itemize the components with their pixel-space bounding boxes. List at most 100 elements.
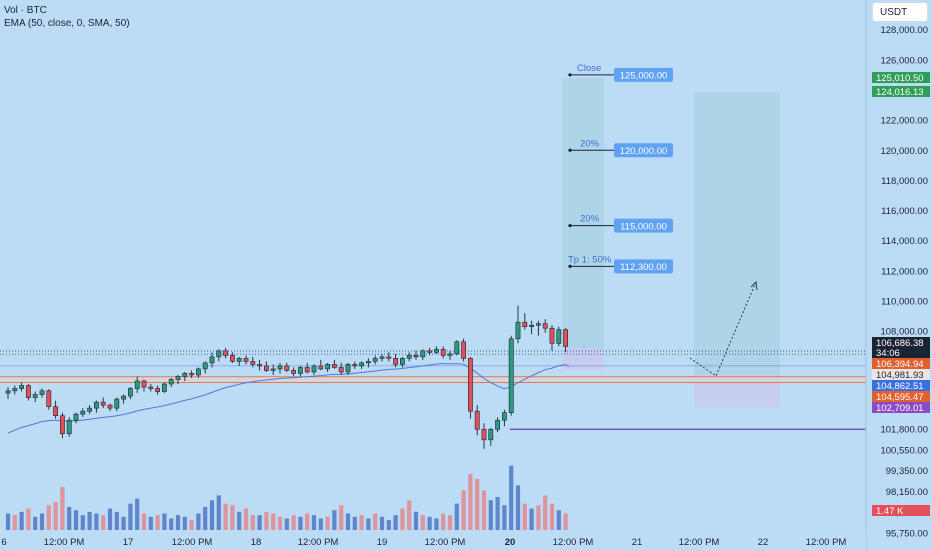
volume-bar [366,518,371,530]
currency-button[interactable]: USDT [873,3,927,21]
y-tick-label: 112,000.00 [881,266,928,277]
stop-zone-left [562,348,604,370]
volume-layer [5,465,568,530]
axis-price-label-text: 106,686.38 [876,338,924,349]
volume-bar [413,511,419,530]
axis-price-label-text: 102,709.01 [876,403,924,414]
target-0: 125,000.00 Close [568,63,673,82]
candle-body [257,364,262,367]
volume-indicator-label[interactable]: Vol · BTC [4,5,47,16]
volume-bar [33,516,38,530]
axis-price-label-bg [872,391,930,402]
y-tick-label: 120,000.00 [880,146,928,157]
x-tick-label: 12:00 PM [44,537,85,548]
volume-bar [332,510,337,530]
axis-price-label-bg [872,358,930,369]
volume-bar [216,495,221,530]
volume-bar [475,478,480,530]
candle-body [495,419,500,430]
axis-price-label-bg [872,380,930,391]
candle-body [461,341,466,359]
volume-bar [26,508,31,530]
candle-body [243,358,249,362]
volume-bar [271,513,276,530]
candle-body [467,358,473,412]
axis-price-label: 104,595.47 [872,391,930,403]
volume-bar [298,516,303,530]
axis-price-label-text: 1.47 K [876,506,904,517]
candle-body [32,394,38,398]
ema-line [7,362,569,434]
target-3: 112,300.00 Tp 1: 50% [568,254,673,274]
candle-body [216,350,222,358]
volume-bar [264,511,269,530]
y-tick-label: 108,000.00 [880,327,928,338]
x-tick-label: 12:00 PM [172,537,213,548]
candle-body [148,386,154,389]
candle-body [501,412,507,421]
y-tick-label: 114,000.00 [881,236,928,247]
projection-arrowhead [750,280,758,291]
candle-body [39,390,45,395]
x-tick-label: 12:00 PM [425,537,466,548]
candle-body [522,321,528,328]
axis-price-label-text: 34:06 [876,348,900,359]
volume-bar [495,497,500,530]
candle-body [80,410,86,415]
candle-body [196,368,201,376]
candle-body [100,401,106,406]
axis-price-label-bg [872,505,930,516]
candle-body [141,380,147,388]
volume-bar [67,506,72,530]
target-price-tag [614,259,673,274]
volume-bar [509,465,514,530]
volume-bar [386,520,391,530]
candle-body [454,341,460,355]
candle-body [345,364,351,373]
axis-price-label-text: 104,595.47 [876,392,924,403]
candle-body [19,385,24,389]
candle-body [474,410,480,430]
candle-body [338,367,344,373]
candle-body [542,323,548,329]
volume-bar [19,511,24,530]
volume-bar [311,515,317,530]
volume-bar [243,508,249,530]
candle-body [209,356,215,364]
volume-bar [12,515,17,530]
candle-body [420,350,426,358]
target-zone-left [562,78,604,348]
volume-bar [454,503,459,530]
axis-price-label: 104,862.51 [872,380,930,392]
candle-body [529,324,534,328]
candle-body [406,355,412,359]
axis-price-label: 106,394.94 [872,358,930,370]
volume-bar [155,515,160,530]
candle-body [549,327,555,344]
volume-bar [339,505,344,530]
axis-price-label: 34:06 [872,347,930,359]
candle-body [202,362,208,370]
volume-bar [543,495,548,530]
candle-body [25,385,31,398]
volume-bar [468,473,473,530]
volume-bar [305,513,310,530]
candle-body [46,390,52,407]
volume-bar [481,490,487,530]
candle-body [162,383,167,392]
candle-body [318,365,324,370]
volume-bar [352,516,357,530]
axis-price-label-bg [872,347,930,358]
target-price-text: 115,000.00 [620,221,667,232]
ema-indicator-label[interactable]: EMA (50, close, 0, SMA, 50) [4,18,130,29]
volume-bar [488,500,493,530]
candle-body [128,388,133,397]
candle-body [447,353,453,356]
y-tick-label: 110,000.00 [881,297,928,308]
volume-bar [536,505,541,530]
target-zone-right [694,92,780,375]
x-tick-label: 19 [377,537,388,548]
x-tick-label: 17 [123,537,134,548]
volume-bar [114,511,119,530]
